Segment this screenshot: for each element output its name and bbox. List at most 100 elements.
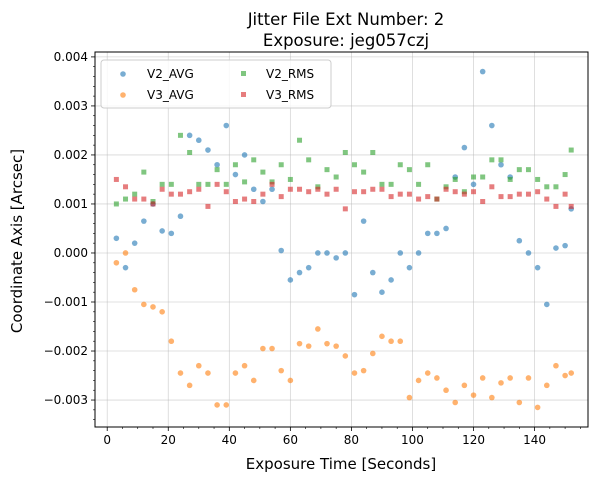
- x-tick-label: 40: [222, 433, 237, 447]
- point-v3-rms: [544, 196, 550, 202]
- point-v2-rms: [306, 157, 312, 163]
- point-v3-avg: [232, 370, 239, 376]
- point-v3-rms: [434, 196, 440, 202]
- point-v3-avg: [562, 372, 568, 379]
- point-v2-rms: [242, 179, 248, 185]
- y-tick-label: 0.001: [54, 197, 88, 211]
- point-v2-rms: [132, 191, 138, 197]
- legend-label-v2-avg: V2_AVG: [147, 67, 194, 81]
- point-v3-rms: [361, 189, 367, 195]
- point-v2-rms: [568, 147, 574, 153]
- y-tick-label: −0.002: [44, 344, 88, 358]
- x-tick-label: 80: [344, 433, 359, 447]
- point-v3-avg: [424, 370, 431, 376]
- point-v2-avg: [168, 230, 175, 237]
- point-v2-avg: [525, 250, 532, 256]
- point-v2-avg: [296, 269, 303, 276]
- point-v2-avg: [333, 255, 339, 261]
- point-v2-rms: [525, 167, 531, 173]
- point-v3-rms: [562, 191, 568, 197]
- point-v3-avg: [278, 367, 285, 374]
- legend-label-v3-avg: V3_AVG: [147, 88, 194, 102]
- point-v2-avg: [342, 250, 349, 256]
- point-v3-rms: [141, 196, 147, 202]
- point-v2-avg: [315, 250, 321, 256]
- point-v3-avg: [489, 394, 495, 401]
- point-v2-avg: [543, 301, 550, 308]
- point-v2-avg: [223, 122, 230, 129]
- legend-marker-v3-avg: [120, 92, 126, 98]
- chart-title-line-2: Exposure: jeg057czj: [263, 31, 429, 50]
- point-v3-avg: [296, 340, 303, 347]
- point-v3-rms: [525, 191, 531, 197]
- point-v2-rms: [562, 172, 568, 178]
- point-v2-avg: [424, 230, 431, 237]
- point-v2-avg: [159, 228, 165, 234]
- point-v2-avg: [186, 132, 193, 139]
- point-v3-rms: [223, 189, 229, 195]
- x-tick-label: 100: [401, 433, 424, 447]
- legend-marker-v2-avg: [120, 71, 126, 77]
- point-v3-avg: [186, 382, 193, 389]
- axis-ticks: 0 20 40 60 80 100 120 140 −0.003 −0.002 −0.001 0.00…: [44, 50, 581, 447]
- point-v2-rms: [205, 181, 211, 187]
- point-v3-rms: [123, 184, 129, 190]
- point-v3-avg: [333, 343, 339, 349]
- point-v2-rms: [123, 196, 129, 202]
- point-v3-rms: [507, 194, 513, 200]
- point-v3-rms: [568, 203, 574, 209]
- legend-box: [100, 59, 332, 109]
- point-v3-avg: [113, 259, 120, 266]
- point-v3-rms: [324, 191, 330, 197]
- point-v2-avg: [562, 242, 568, 249]
- point-v3-rms: [333, 186, 339, 192]
- point-v2-avg: [379, 289, 385, 295]
- point-v2-avg: [250, 186, 257, 193]
- point-v2-rms: [214, 167, 220, 173]
- y-tick-label: 0.004: [54, 50, 88, 64]
- point-v3-rms: [379, 186, 385, 192]
- point-v2-rms: [397, 162, 403, 168]
- chart-title-line-1: Jitter File Ext Number: 2: [247, 10, 445, 29]
- point-v3-avg: [150, 304, 156, 310]
- point-v3-rms: [397, 191, 403, 197]
- y-tick-label: −0.001: [44, 295, 88, 309]
- point-v2-rms: [516, 167, 522, 173]
- point-v3-rms: [251, 199, 257, 205]
- x-tick-label: 140: [523, 433, 546, 447]
- x-axis-label: Exposure Time [Seconds]: [246, 455, 436, 473]
- point-v2-rms: [113, 201, 119, 207]
- point-v3-avg: [141, 301, 147, 308]
- point-v2-avg: [461, 144, 468, 151]
- point-v3-avg: [369, 350, 376, 357]
- point-v3-rms: [269, 181, 275, 187]
- point-v3-rms: [388, 194, 394, 200]
- point-v2-avg: [232, 171, 239, 178]
- point-v3-avg: [461, 382, 468, 389]
- point-v2-rms: [351, 162, 357, 168]
- point-v3-rms: [242, 196, 248, 202]
- point-v2-rms: [507, 176, 513, 182]
- point-v3-rms: [113, 176, 119, 182]
- point-v2-avg: [278, 247, 285, 254]
- point-v2-rms: [324, 167, 330, 173]
- point-v2-avg: [443, 225, 449, 232]
- point-v2-avg: [479, 68, 486, 75]
- point-v3-rms: [278, 194, 284, 200]
- point-v2-rms: [553, 184, 559, 190]
- point-v2-avg: [489, 122, 495, 129]
- point-v3-rms: [132, 196, 138, 202]
- point-v3-rms: [471, 189, 477, 195]
- x-tick-label: 0: [103, 433, 111, 447]
- point-v2-avg: [324, 250, 330, 256]
- point-v3-avg: [168, 338, 175, 345]
- y-axis-label: Coordinate Axis [Arcsec]: [8, 149, 26, 333]
- point-v3-avg: [177, 370, 184, 376]
- point-v2-rms: [278, 162, 284, 168]
- point-v2-avg: [260, 198, 266, 205]
- point-v3-avg: [315, 326, 321, 332]
- point-v2-rms: [379, 181, 385, 187]
- point-v2-avg: [534, 264, 541, 271]
- point-v3-avg: [507, 375, 513, 381]
- point-v2-avg: [351, 291, 358, 298]
